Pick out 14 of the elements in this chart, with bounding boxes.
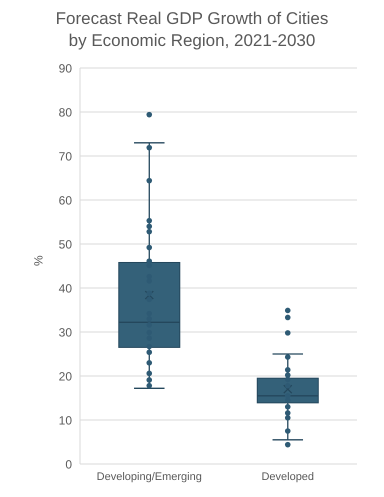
chart-title: Forecast Real GDP Growth of Cities by Economic Region, 2021-2030: [54, 8, 330, 52]
y-tick-label: 60: [58, 193, 72, 208]
y-tick-label: 30: [58, 325, 72, 340]
y-tick-label: 20: [58, 369, 72, 384]
y-tick-label: 50: [58, 237, 72, 252]
y-tick-label: 80: [58, 105, 72, 120]
y-tick-label: 0: [65, 457, 72, 472]
y-axis-title: %: [31, 255, 46, 266]
y-tick-label: 70: [58, 149, 72, 164]
x-tick-label: Developing/Emerging: [96, 470, 202, 483]
x-tick-label: Developed: [261, 470, 314, 483]
y-tick-label: 90: [58, 61, 72, 76]
y-tick-label: 40: [58, 281, 72, 296]
y-tick-label: 10: [58, 413, 72, 428]
